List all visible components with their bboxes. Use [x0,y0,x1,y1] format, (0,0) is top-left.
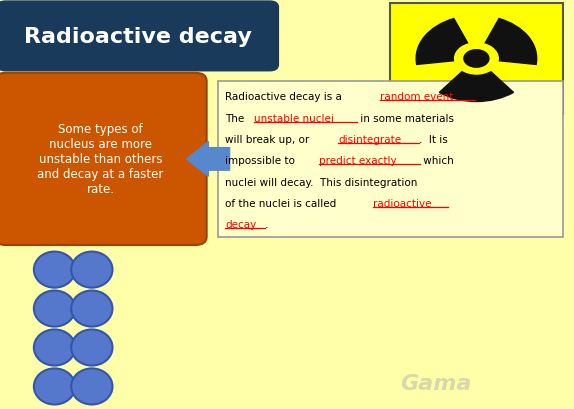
Text: .  It is: . It is [420,135,448,144]
Text: nuclei will decay.  This disintegration: nuclei will decay. This disintegration [225,177,417,187]
Text: impossible to: impossible to [225,156,298,166]
Text: Radioactive decay is a: Radioactive decay is a [225,92,345,102]
Text: .: . [265,220,269,229]
Text: radioactive: radioactive [373,198,431,208]
Text: decay: decay [225,220,256,229]
Text: The: The [225,113,247,123]
Text: predict exactly: predict exactly [319,156,397,166]
FancyArrow shape [187,142,230,177]
Text: of the nuclei is called: of the nuclei is called [225,198,339,208]
FancyBboxPatch shape [0,74,207,245]
Ellipse shape [71,291,113,327]
Text: random event: random event [380,92,453,102]
Text: unstable nuclei: unstable nuclei [254,113,334,123]
FancyBboxPatch shape [390,4,563,115]
Text: –: – [475,92,483,102]
Ellipse shape [71,330,113,366]
Ellipse shape [34,330,75,366]
FancyBboxPatch shape [218,82,563,237]
Text: Radioactive decay: Radioactive decay [24,27,251,47]
Wedge shape [439,68,514,102]
Text: which: which [420,156,453,166]
Text: in some materials: in some materials [357,113,454,123]
Ellipse shape [71,369,113,405]
Ellipse shape [34,369,75,405]
Ellipse shape [34,252,75,288]
Text: Some types of
nucleus are more
unstable than others
and decay at a faster
rate.: Some types of nucleus are more unstable … [37,123,164,196]
Text: Gama: Gama [401,373,472,393]
Wedge shape [482,20,537,65]
Text: will break up, or: will break up, or [225,135,312,144]
Text: disintegrate: disintegrate [338,135,401,144]
Wedge shape [416,20,471,65]
Ellipse shape [34,291,75,327]
Circle shape [463,50,490,69]
Ellipse shape [71,252,113,288]
Circle shape [455,44,498,75]
FancyBboxPatch shape [0,2,278,72]
